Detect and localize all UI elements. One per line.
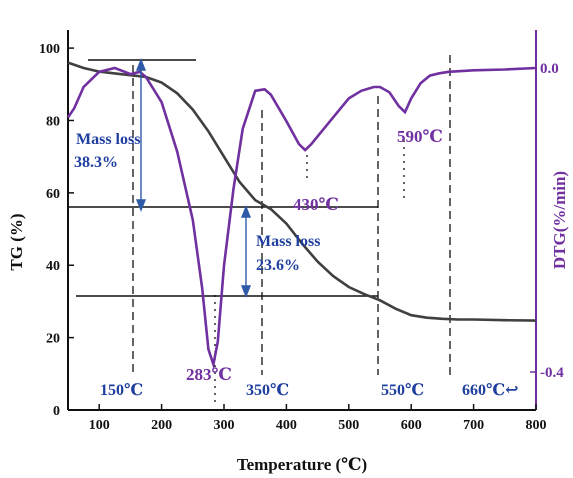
y-right-axis-ticks: 0.0 -0.4 — [530, 61, 564, 381]
stage-label-550: 550℃ — [381, 382, 424, 399]
dtg-curve — [66, 66, 537, 370]
mass-loss-arrow-2 — [240, 205, 252, 298]
x-axis-title: Temperature (℃) — [237, 455, 367, 474]
y-left-axis-ticks: 0 20 40 60 80 100 — [39, 42, 74, 419]
y-left-tick-label: 80 — [46, 114, 60, 129]
y-left-axis-title: TG (%) — [7, 213, 26, 270]
mass-loss-arrow-1 — [135, 58, 147, 212]
x-tick-label: 200 — [151, 418, 172, 433]
y-right-tick-label: -0.4 — [540, 365, 564, 381]
x-tick-label: 600 — [401, 418, 422, 433]
y-left-tick-label: 20 — [46, 332, 60, 347]
stage-label-150: 150℃ — [100, 382, 143, 399]
mass-loss-value-2: 23.6% — [256, 257, 300, 274]
peak-label-283: 283℃ — [186, 365, 232, 384]
stage-label-660: 660℃↩ — [462, 382, 519, 399]
mass-loss-label-2: Mass loss — [256, 233, 320, 250]
peak-label-590: 590℃ — [397, 127, 443, 146]
x-tick-label: 700 — [463, 418, 484, 433]
x-tick-label: 400 — [276, 418, 297, 433]
y-left-tick-label: 100 — [39, 42, 60, 57]
tg-curve — [67, 61, 537, 322]
x-tick-label: 800 — [526, 418, 547, 433]
y-right-tick-label: 0.0 — [540, 61, 559, 77]
x-axis-ticks: 100 200 300 400 500 600 700 800 — [89, 404, 547, 433]
y-left-tick-label: 40 — [46, 259, 60, 274]
y-left-tick-label: 0 — [53, 404, 60, 419]
mass-loss-label-1: Mass loss — [76, 131, 140, 148]
x-tick-label: 300 — [214, 418, 235, 433]
y-right-axis-title: DTG(%/min) — [550, 171, 569, 269]
stage-label-350: 350℃ — [246, 382, 289, 399]
peak-label-430: 430℃ — [293, 195, 339, 214]
x-tick-label: 100 — [89, 418, 110, 433]
x-tick-label: 500 — [338, 418, 359, 433]
mass-loss-value-1: 38.3% — [74, 154, 118, 171]
y-left-tick-label: 60 — [46, 187, 60, 202]
